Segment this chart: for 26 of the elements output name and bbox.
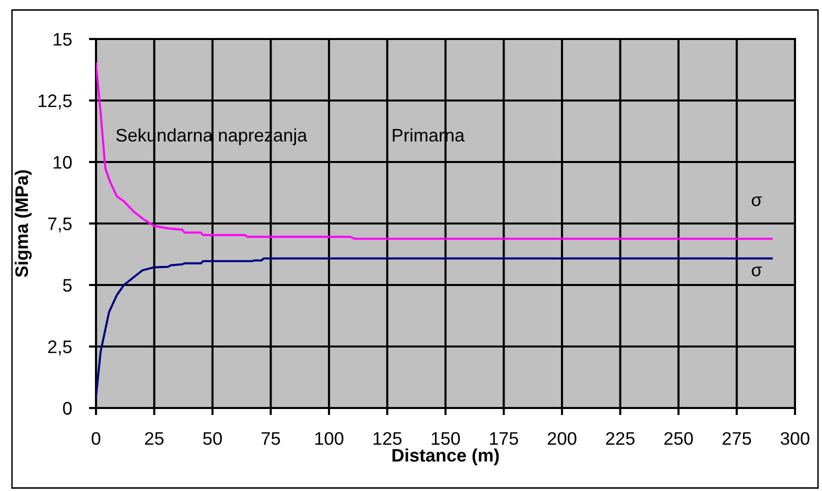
x-tick-label: 50	[203, 432, 222, 445]
x-tick-label: 75	[262, 432, 280, 445]
x-tick-label: 250	[664, 432, 693, 445]
y-tick-label: 15	[54, 33, 72, 46]
x-tick-label: 100	[315, 432, 344, 445]
x-tick-label: 200	[548, 432, 576, 445]
line-series	[96, 257, 773, 398]
x-tick-label: 125	[374, 432, 402, 445]
x-tick-label: 25	[145, 432, 164, 445]
x-tick-label: 300	[780, 432, 810, 445]
x-tick-label: 150	[432, 432, 460, 445]
annotation: σ	[752, 266, 762, 276]
x-tick-label: 175	[490, 432, 518, 445]
line-series	[96, 62, 773, 240]
y-tick-label: 10	[54, 156, 72, 169]
y-tick-label: 0	[63, 402, 72, 415]
y-tick-label: 12,5	[38, 94, 72, 110]
y-tick-label: 7,5	[48, 218, 72, 232]
x-axis-title: Distance (m)	[392, 448, 499, 466]
x-tick-label: 225	[606, 432, 635, 445]
x-tick-label: 0	[92, 432, 100, 445]
y-tick-label: 2,5	[48, 340, 72, 356]
x-tick-label: 275	[722, 432, 752, 445]
y-tick-label: 5	[63, 279, 72, 292]
annotation: σ	[752, 196, 762, 206]
y-axis-title: Sigma (MPa)	[14, 170, 32, 278]
